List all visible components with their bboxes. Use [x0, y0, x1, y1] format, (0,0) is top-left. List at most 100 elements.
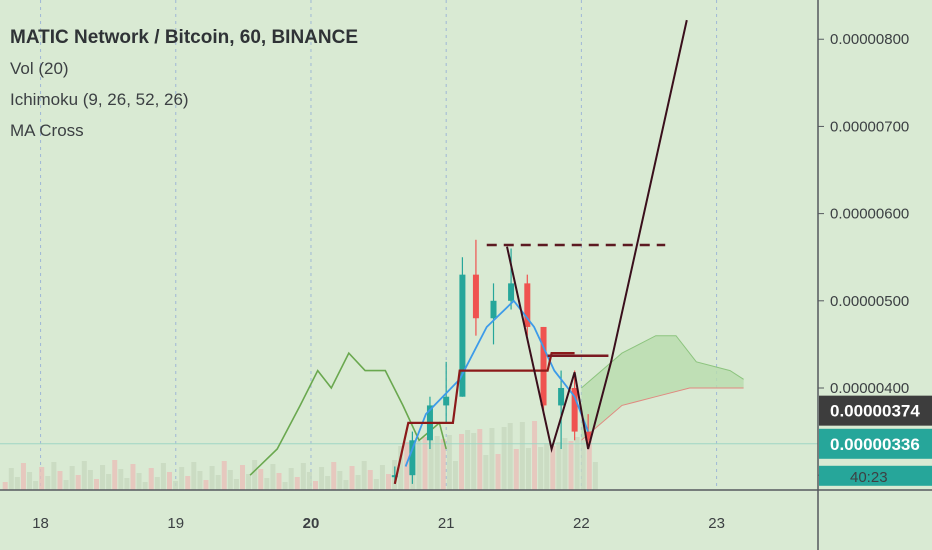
candle-body-4: [459, 274, 466, 397]
price-marker-label: 0.00000374: [830, 402, 920, 421]
volume-bar: [203, 480, 209, 490]
volume-bar: [562, 438, 568, 490]
legend-ma-cross[interactable]: MA Cross: [10, 121, 84, 140]
volume-bar: [507, 423, 513, 490]
y-tick-label: 0.00000700: [830, 118, 909, 135]
volume-bar: [197, 471, 203, 490]
volume-bar: [538, 447, 544, 490]
candle-body-6: [490, 300, 497, 319]
volume-bar: [483, 455, 489, 490]
volume-bar: [14, 477, 20, 490]
volume-bar: [306, 472, 312, 490]
x-tick-label-18: 18: [32, 515, 49, 532]
countdown-bg: [819, 465, 932, 486]
volume-bar: [586, 436, 592, 490]
volume-bar: [227, 470, 233, 490]
volume-bar: [568, 441, 574, 490]
projection-zigzag-line: [506, 19, 688, 453]
candle-body-7: [508, 283, 515, 301]
volume-bar: [93, 479, 99, 490]
candle-body-10: [558, 387, 565, 406]
volume-bar: [355, 475, 361, 490]
volume-bar: [313, 481, 319, 490]
volume-bar: [465, 430, 471, 490]
volume-bar: [100, 465, 106, 490]
candle-body-3: [443, 396, 450, 406]
candle-body-9: [540, 326, 547, 406]
candle-body-12: [585, 431, 592, 441]
volume-bar: [258, 469, 264, 490]
chikou-span-line: [249, 351, 447, 476]
volume-bar: [33, 481, 39, 490]
volume-bar: [434, 436, 440, 490]
volume-bar: [20, 463, 26, 490]
volume-bar: [325, 476, 331, 490]
volume-bar: [519, 422, 525, 490]
volume-bar: [544, 443, 550, 490]
y-tick-label: 0.00000400: [830, 380, 909, 397]
volume-bar: [459, 434, 465, 490]
volume-bar: [185, 476, 191, 490]
volume-bar: [501, 427, 507, 490]
cloud-upper-line: [581, 335, 744, 389]
y-tick-label: 0.00000800: [830, 31, 909, 48]
candle-body-5: [472, 274, 479, 319]
volume-bar: [2, 482, 8, 490]
volume-bar: [136, 473, 142, 490]
volume-bar: [343, 480, 349, 490]
volume-bar: [57, 471, 63, 490]
volume-bar: [556, 442, 562, 490]
volume-bar: [386, 474, 392, 490]
volume-bar: [215, 475, 221, 490]
volume-bar: [148, 468, 154, 490]
cloud-lower-line: [581, 387, 744, 441]
candle-body-11: [571, 387, 578, 432]
volume-bar: [106, 474, 112, 490]
volume-bar: [471, 433, 477, 490]
price-marker-bg: [819, 428, 932, 459]
volume-bar: [373, 479, 379, 490]
volume-bar: [513, 449, 519, 490]
volume-bar: [592, 462, 598, 490]
y-tick-label: 0.00000500: [830, 293, 909, 310]
volume-bar: [142, 482, 148, 490]
volume-bar: [239, 465, 245, 490]
candle-body-0: [391, 475, 398, 478]
volume-bar: [446, 435, 452, 490]
legend-volume[interactable]: Vol (20): [10, 59, 69, 78]
volume-bar: [550, 446, 556, 490]
volume-bar: [282, 482, 288, 490]
volume-bar: [45, 476, 51, 490]
volume-bar: [489, 428, 495, 490]
volume-bar: [337, 471, 343, 490]
volume-bar: [452, 461, 458, 490]
volume-bars: [2, 421, 598, 490]
x-tick-label-20: 20: [303, 515, 320, 532]
volume-bar: [87, 470, 93, 490]
volume-bar: [209, 466, 215, 490]
volume-bar: [404, 442, 410, 490]
volume-bar: [124, 478, 130, 490]
volume-bar: [532, 421, 538, 490]
kijun-sen-line: [393, 352, 575, 485]
candle-body-1: [409, 440, 416, 476]
volume-bar: [416, 441, 422, 490]
volume-bar: [477, 429, 483, 490]
volume-bar: [112, 460, 118, 490]
volume-bar: [264, 478, 270, 490]
volume-bar: [270, 464, 276, 490]
volume-bar: [367, 470, 373, 490]
ichimoku-cloud: [581, 335, 744, 441]
x-tick-label-23: 23: [708, 515, 725, 532]
volume-bar: [154, 477, 160, 490]
volume-bar: [191, 462, 197, 490]
volume-bar: [361, 461, 367, 490]
volume-bar: [173, 481, 179, 490]
volume-bar: [75, 475, 81, 490]
volume-bar: [221, 461, 227, 490]
x-tick-label-21: 21: [438, 515, 455, 532]
price-marker-1: 0.00000336: [819, 428, 932, 459]
legend-ichimoku[interactable]: Ichimoku (9, 26, 52, 26): [10, 90, 189, 109]
